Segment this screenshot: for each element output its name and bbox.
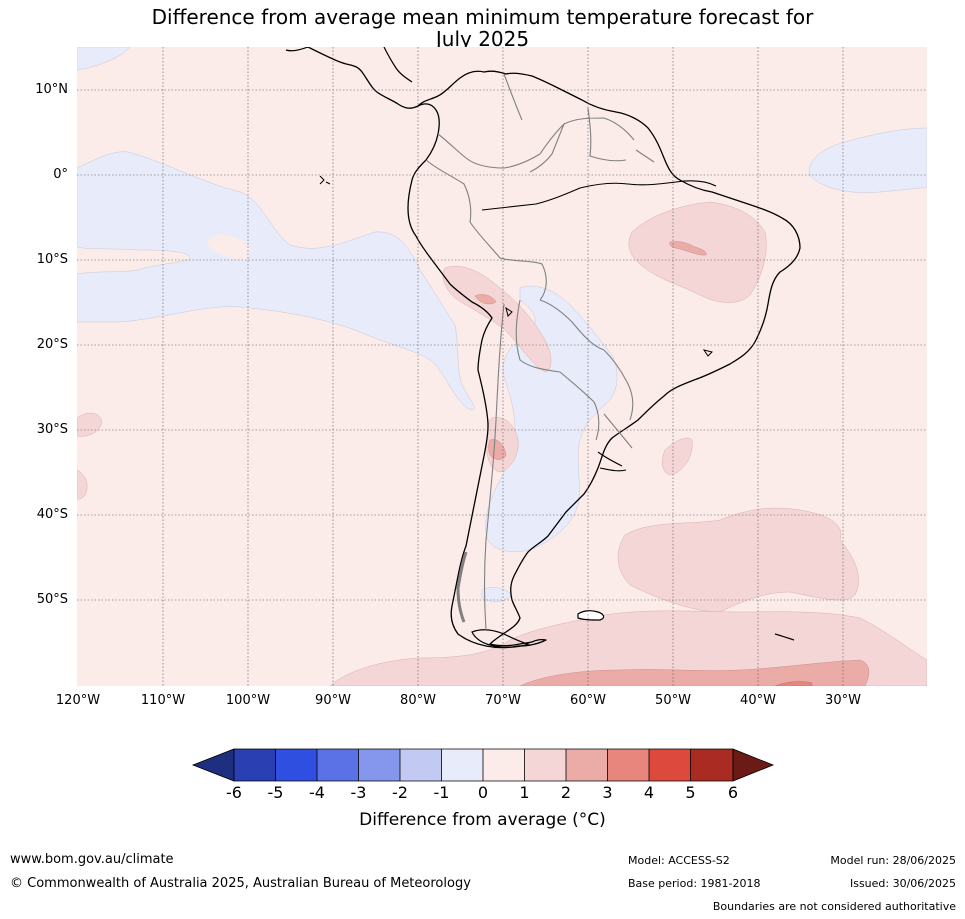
colorbar-bin [524,749,566,781]
lon-label-80w: 80°W [400,693,436,708]
colorbar-bin [649,749,691,781]
colorbar-tick: -3 [350,783,367,802]
footer-issued: Issued: 30/06/2025 [849,877,956,890]
anomaly-region-southern-band [519,659,870,686]
anomaly-region-chile-core [488,439,507,460]
colorbar-extend-high [732,748,775,782]
south-georgia [774,633,795,641]
lat-label-20s: 20°S [36,337,68,352]
footer-base-period: Base period: 1981-2018 [628,877,761,890]
colorbar-bin [234,749,276,781]
colorbar-tick: 1 [519,783,530,802]
footer-url: www.bom.gov.au/climate [10,852,174,867]
lon-label-30w: 30°W [825,693,861,708]
lat-label-50s: 50°S [36,592,68,607]
anomaly-region-west-edge-1 [77,412,103,437]
anomaly-region-brazil-core [669,241,707,256]
colorbar-tick: 6 [727,783,739,802]
colorbar-tick: 3 [602,783,613,802]
lon-label-110w: 110°W [140,693,186,708]
chilean-fjords [456,551,468,623]
lon-label-70w: 70°W [485,693,521,708]
gridlines [77,47,927,686]
colorbar-tick: -4 [309,783,325,802]
colorbar-tick: -6 [226,783,242,802]
lat-label-30s: 30°S [36,422,68,437]
colorbar-tick: 2 [560,783,572,802]
lat-label-10n: 10°N [35,82,68,97]
lon-label-60w: 60°W [570,693,606,708]
lon-label-100w: 100°W [225,693,271,708]
anomaly-region-southern-band-core [774,681,813,686]
lat-label-0: 0° [53,167,68,182]
colorbar-bin [400,749,442,781]
falkland-islands [577,610,605,621]
colorbar-tick: 0 [477,783,489,802]
colorbar-bin [275,749,317,781]
colorbar-tick: -1 [433,783,450,802]
footer-disclaimer: Boundaries are not considered authoritat… [712,900,956,913]
colorbar-bin [566,749,608,781]
lon-label-50w: 50°W [655,693,691,708]
central-america-coastline [285,47,413,83]
anomaly-region-positive-island [207,234,251,261]
colorbar-title: Difference from average (°C) [359,810,606,830]
lake-titicaca [505,306,513,317]
amazon-river [481,180,717,211]
colorbar-bin [607,749,649,781]
anomaly-region-uruguay-coast [662,437,693,476]
colorbar-bin [483,749,525,781]
south-america-coastline [307,47,801,649]
colorbar-bin [690,749,733,781]
lat-label-40s: 40°S [36,507,68,522]
anomaly-region-peru [442,266,552,373]
lake-in-brazil [702,349,713,357]
colorbar-tick: -2 [392,783,408,802]
anomaly-region-negative-pacific [77,151,475,411]
colorbar-tick: -5 [267,783,284,802]
footer-model-run: Model run: 28/06/2025 [830,854,956,867]
footer-copyright: © Commonwealth of Australia 2025, Austra… [10,876,471,891]
colorbar [191,748,775,782]
colorbar-bin [317,749,359,781]
anomaly-region-negative-nw-corner [77,47,131,71]
anomaly-region-south-atlantic [617,507,859,613]
title-line-1: Difference from average mean minimum tem… [151,5,814,29]
anomaly-region-negative-patagonia [481,587,513,602]
colorbar-extend-low [191,748,235,782]
lon-label-120w: 120°W [55,693,101,708]
colorbar-tick: 5 [685,783,696,802]
map-title: Difference from average mean minimum tem… [0,6,965,50]
country-borders [425,73,655,631]
lon-label-90w: 90°W [315,693,351,708]
galapagos-islands [319,175,331,185]
title-line-2: July 2025 [435,27,530,51]
lat-label-10s: 10°S [36,252,68,267]
anomaly-region-peru-core [474,294,497,305]
tierra-del-fuego [471,629,530,648]
footer-model: Model: ACCESS-S2 [628,854,730,867]
anomaly-region-negative-atlantic [808,127,927,193]
lon-label-40w: 40°W [740,693,776,708]
colorbar-bin [358,749,400,781]
map-plot-area [77,47,927,686]
anomaly-region-west-edge-2 [77,469,88,500]
colorbar-tick: 4 [643,783,655,802]
colorbar-bin [441,749,483,781]
rio-de-la-plata [597,451,627,472]
